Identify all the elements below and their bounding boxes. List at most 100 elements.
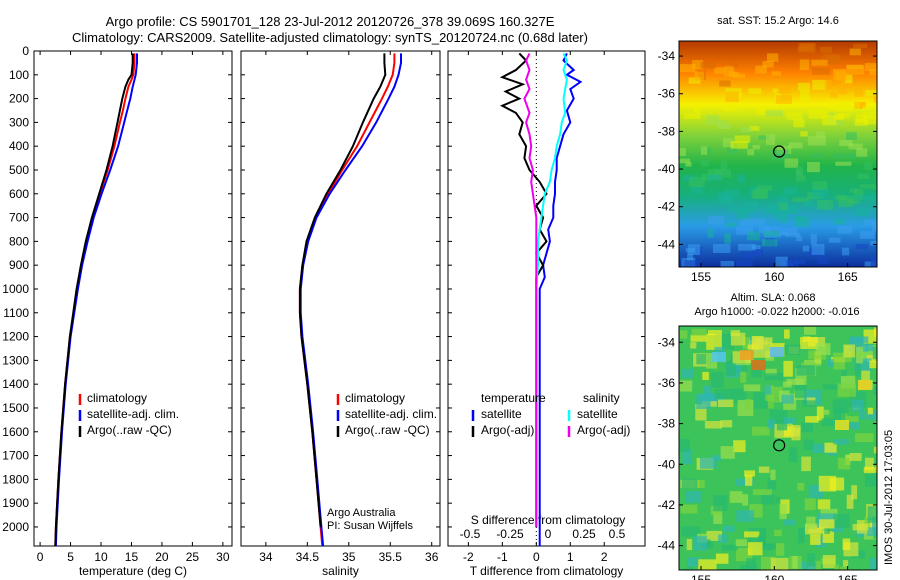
sst-cell bbox=[818, 194, 825, 200]
series-line-argo-raw-qc- bbox=[54, 53, 134, 547]
sla-cell bbox=[827, 359, 834, 368]
sst-cell bbox=[812, 188, 829, 197]
sla-cell bbox=[867, 410, 877, 420]
sst-cell bbox=[815, 131, 825, 138]
sla-cell bbox=[744, 531, 760, 538]
sla-cell bbox=[873, 446, 877, 454]
sst-cell bbox=[864, 219, 875, 225]
sla-cell bbox=[775, 496, 781, 504]
sla-cell bbox=[720, 446, 735, 459]
y-tick-label: 1800 bbox=[2, 472, 29, 486]
sst-cell bbox=[679, 148, 686, 156]
y-tick-label: 400 bbox=[9, 139, 29, 153]
sla-cell bbox=[711, 371, 724, 388]
sst-cell bbox=[865, 90, 877, 96]
sst-cell bbox=[684, 260, 700, 267]
sst-cell bbox=[775, 256, 788, 267]
legend-label: satellite bbox=[577, 407, 618, 421]
figure-subtitle: Climatology: CARS2009. Satellite-adjuste… bbox=[72, 30, 588, 45]
legend-label: climatology bbox=[345, 391, 405, 405]
sst-map-title: sat. SST: 15.2 Argo: 14.6 bbox=[717, 15, 839, 27]
sst-cell bbox=[719, 80, 731, 87]
sla-cell bbox=[752, 489, 772, 496]
sla-cell bbox=[843, 344, 856, 358]
sla-cell bbox=[837, 457, 851, 470]
secondary-x-tick-label: -0.25 bbox=[496, 527, 524, 541]
y-tick-label: 1400 bbox=[2, 377, 29, 391]
sst-cell bbox=[817, 199, 834, 210]
sla-cell bbox=[704, 421, 723, 429]
sla-cell bbox=[815, 343, 831, 355]
sla-cell bbox=[843, 422, 860, 430]
sla-cell bbox=[784, 329, 790, 339]
sla-cell bbox=[757, 544, 773, 551]
lon-tick-label: 160 bbox=[764, 573, 784, 580]
sst-cell bbox=[833, 153, 847, 159]
sla-cell bbox=[714, 389, 733, 399]
sla-cell bbox=[739, 565, 758, 570]
sla-cell bbox=[858, 380, 872, 390]
legend-label: satellite-adj. clim. bbox=[87, 407, 179, 421]
sst-cell bbox=[833, 218, 847, 225]
sla-cell bbox=[822, 555, 836, 569]
sst-cell bbox=[751, 245, 761, 250]
sst-cell bbox=[707, 228, 714, 238]
legend-label: Argo(..raw -QC) bbox=[87, 423, 172, 437]
sla-cell bbox=[834, 564, 840, 570]
sst-cell bbox=[873, 91, 877, 103]
sla-cell bbox=[866, 355, 877, 362]
sst-cell bbox=[796, 235, 803, 242]
legend-group-title: temperature bbox=[481, 391, 546, 405]
sst-cell bbox=[800, 90, 810, 101]
sla-cell bbox=[702, 371, 709, 380]
sst-cell bbox=[691, 60, 704, 70]
series-line-temperature-satellite bbox=[538, 52, 583, 546]
lon-tick-label: 165 bbox=[838, 270, 858, 284]
sla-cell bbox=[872, 516, 877, 532]
sst-cell bbox=[754, 188, 768, 199]
sst-cell bbox=[849, 188, 858, 193]
sst-cell bbox=[753, 218, 766, 225]
sla-cell bbox=[861, 369, 870, 381]
sst-cell bbox=[687, 253, 694, 261]
sst-cell bbox=[870, 240, 877, 246]
sla-cell bbox=[752, 342, 772, 358]
sla-cell bbox=[690, 342, 697, 349]
sla-cell bbox=[751, 363, 762, 378]
annotation-text: Argo Australia bbox=[327, 507, 396, 519]
sla-cell bbox=[707, 329, 722, 336]
x-tick-label: 5 bbox=[67, 550, 74, 564]
sst-cell bbox=[799, 59, 810, 71]
sst-cell bbox=[679, 64, 696, 73]
lat-tick-label: -38 bbox=[658, 124, 676, 138]
sst-cell bbox=[747, 149, 755, 156]
sla-cell bbox=[824, 442, 837, 453]
sst-cell bbox=[854, 86, 864, 97]
sst-cell bbox=[772, 88, 779, 93]
salinity-panel: 34 34.5 35 35.5 36 salinity climatology satelli… bbox=[240, 50, 441, 578]
sla-cell bbox=[745, 399, 752, 411]
sla-cell bbox=[767, 478, 777, 491]
sst-cell bbox=[860, 102, 867, 109]
series-line-satellite-adj-clim- bbox=[54, 53, 138, 547]
sst-map-panel: -34 -36 -38 -40 -42 -44 155 160 165 bbox=[658, 40, 878, 284]
sla-cell bbox=[770, 557, 789, 570]
temperature-x-axis-label: temperature (deg C) bbox=[79, 564, 187, 578]
lat-tick-label: -34 bbox=[658, 49, 676, 63]
lat-tick-label: -36 bbox=[658, 376, 676, 390]
lon-tick-label: 165 bbox=[838, 573, 858, 580]
sla-cell bbox=[835, 420, 849, 430]
sst-cell bbox=[700, 146, 708, 155]
y-tick-label: 800 bbox=[9, 234, 29, 248]
sla-cell bbox=[687, 557, 700, 567]
sla-cell bbox=[810, 534, 821, 545]
sst-cell bbox=[751, 248, 763, 256]
argo-float-marker bbox=[773, 145, 786, 158]
sla-cell bbox=[849, 452, 862, 461]
x-tick-label: 34 bbox=[259, 550, 273, 564]
sst-cell bbox=[834, 120, 844, 126]
sst-cell bbox=[835, 161, 852, 166]
sst-cell bbox=[847, 153, 857, 158]
sst-cell bbox=[717, 192, 729, 200]
sla-cell bbox=[715, 553, 729, 564]
